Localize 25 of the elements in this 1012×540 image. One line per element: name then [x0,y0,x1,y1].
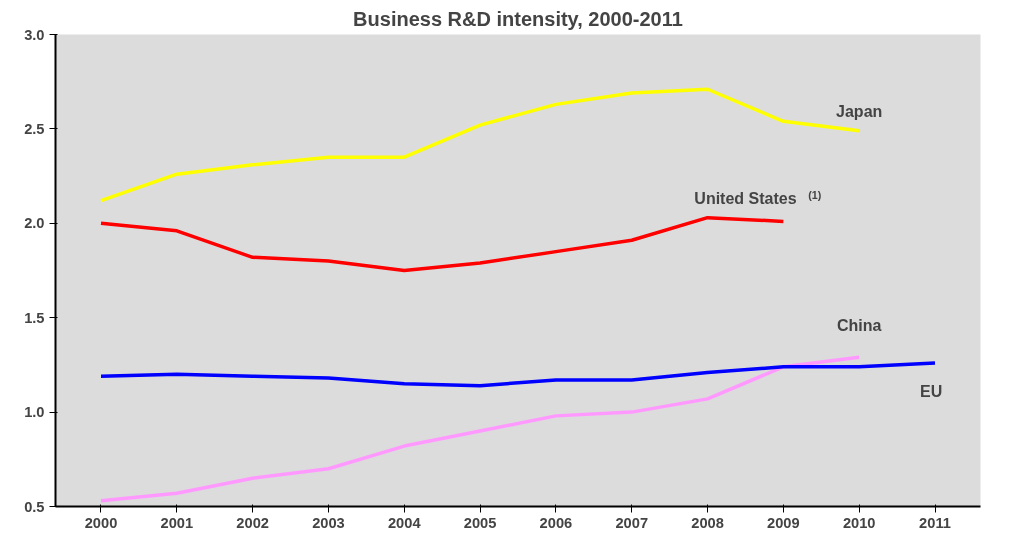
series-label: United States(1) [694,188,822,208]
x-tick-label: 2008 [691,514,724,531]
x-tick-label: 2000 [84,514,118,531]
series-label: China [836,316,882,334]
y-tick-label: 0.5 [24,498,45,515]
x-tick-label: 2010 [842,514,876,531]
y-tick-label: 2.0 [24,215,45,232]
x-tick-label: 2004 [387,514,422,531]
y-tick-label: 1.0 [24,404,45,421]
x-tick-label: 2011 [919,514,951,531]
y-tick-label: 2.5 [24,120,45,137]
y-tick-label: 1.5 [24,309,45,326]
y-tick-label: 3.0 [24,26,45,43]
series-label: Japan [836,103,883,121]
x-tick-label: 2007 [615,514,649,531]
x-tick-label: 2002 [236,514,269,531]
x-tick-label: 2006 [539,514,573,531]
x-tick-label: 2005 [463,514,497,531]
x-tick-label: 2001 [160,514,194,531]
line-series [99,215,786,273]
x-tick-label: 2003 [312,514,345,531]
series-label: EU [920,382,943,400]
x-tick-label: 2009 [767,514,800,531]
line-series [99,355,861,503]
chart-title: Business R&D intensity, 2000-2011 [353,7,683,30]
